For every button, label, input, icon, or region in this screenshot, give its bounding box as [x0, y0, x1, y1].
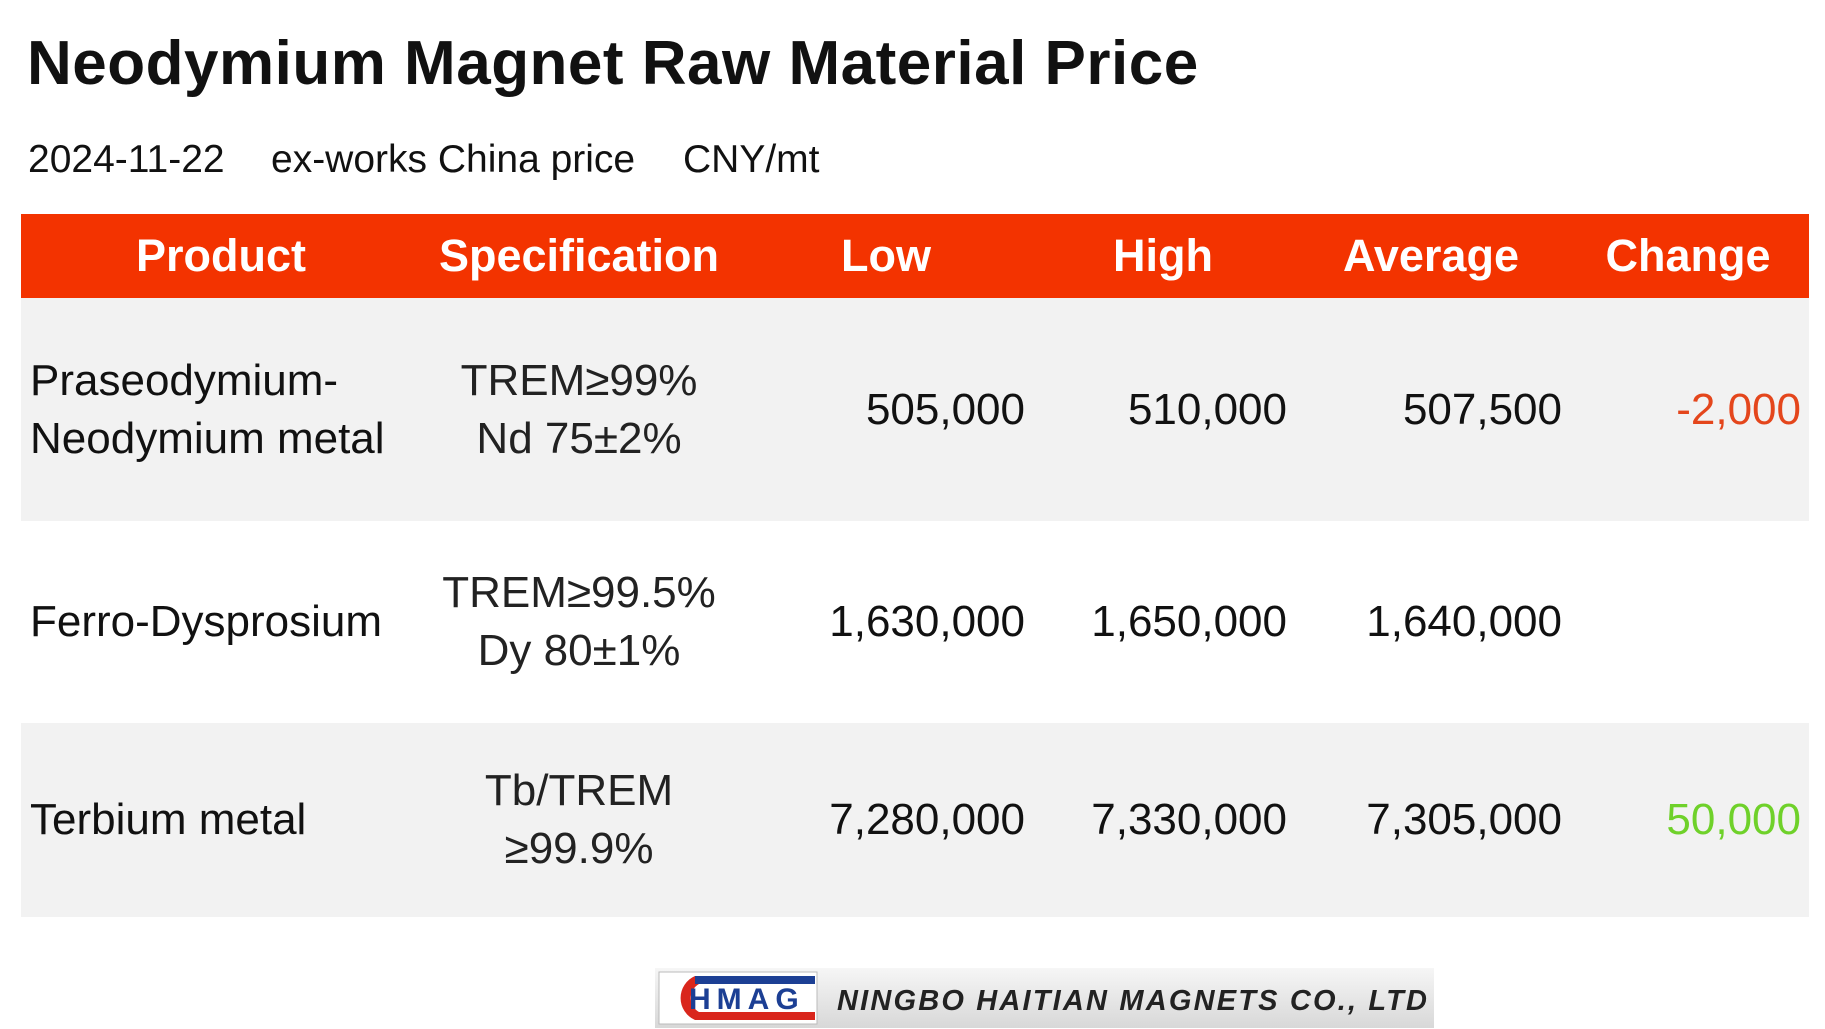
- unit: CNY/mt: [683, 138, 820, 181]
- specification-line: Dy 80±1%: [477, 626, 681, 675]
- product-cell: Praseodymium- Neodymium metal: [30, 298, 385, 521]
- high-value: 1,650,000: [1091, 597, 1287, 646]
- product-line: Terbium metal: [30, 795, 307, 844]
- low-value: 505,000: [865, 384, 1025, 434]
- company-name: NINGBO HAITIAN MAGNETS CO., LTD: [837, 985, 1427, 1017]
- column-header: Change: [1605, 230, 1771, 281]
- logo-graphic: HMAG NINGBO HAITIAN MAGNETS CO., LTD: [658, 971, 1427, 1025]
- table-row: Praseodymium- Neodymium metal TREM≥99% Nd 7…: [21, 298, 1809, 521]
- specification-cell: TREM≥99.5% Dy 80±1%: [442, 521, 716, 723]
- company-logo: HMAG NINGBO HAITIAN MAGNETS CO., LTD: [655, 968, 1434, 1028]
- low-cell: 505,000: [866, 298, 1025, 521]
- average-value: 1,640,000: [1366, 597, 1562, 646]
- specification-line: Tb/TREM: [484, 766, 674, 815]
- low-cell: 7,280,000: [829, 723, 1025, 917]
- high-cell: 7,330,000: [1091, 723, 1287, 917]
- product-cell: Terbium metal: [30, 723, 306, 917]
- average-value: 507,500: [1402, 384, 1562, 434]
- change-cell: 50,000: [1666, 723, 1801, 917]
- price-basis: ex-works China price: [271, 138, 636, 181]
- specification-cell: TREM≥99% Nd 75±2%: [461, 298, 698, 521]
- average-cell: 1,640,000: [1366, 521, 1562, 723]
- high-cell: 1,650,000: [1091, 521, 1287, 723]
- low-cell: 1,630,000: [829, 521, 1025, 723]
- product-cell: Ferro-Dysprosium: [30, 521, 382, 723]
- change-value: 50,000: [1666, 795, 1801, 844]
- table-row: Terbium metal Tb/TREM ≥99.9% 7,280,000 7,330…: [21, 723, 1809, 917]
- date: 2024-11-22: [28, 138, 225, 181]
- specification-line: TREM≥99.5%: [442, 568, 716, 617]
- column-header: Specification: [438, 230, 720, 281]
- table-row: Ferro-Dysprosium TREM≥99.5% Dy 80±1% 1,630,…: [21, 521, 1809, 723]
- average-cell: 7,305,000: [1366, 723, 1562, 917]
- column-header: High: [1113, 230, 1213, 281]
- specification-line: Nd 75±2%: [476, 413, 682, 463]
- table-header: Product Specification Low High Average C…: [21, 214, 1809, 298]
- logo-stripe: [695, 976, 815, 984]
- specification-cell: Tb/TREM ≥99.9%: [485, 723, 673, 917]
- title: Neodymium Magnet Raw Material Price: [27, 29, 1199, 98]
- change-cell: -2,000: [1676, 298, 1801, 521]
- column-header: Low: [841, 230, 931, 281]
- low-value: 1,630,000: [829, 597, 1025, 646]
- change-value: -2,000: [1676, 384, 1801, 434]
- product-line: Ferro-Dysprosium: [30, 597, 383, 646]
- high-value: 7,330,000: [1091, 795, 1287, 844]
- product-line: Neodymium metal: [30, 413, 385, 463]
- low-value: 7,280,000: [829, 795, 1025, 844]
- specification-line: TREM≥99%: [460, 355, 698, 405]
- high-cell: 510,000: [1128, 298, 1287, 521]
- average-cell: 507,500: [1403, 298, 1562, 521]
- high-value: 510,000: [1127, 384, 1287, 434]
- average-value: 7,305,000: [1366, 795, 1562, 844]
- column-header: Average: [1343, 230, 1519, 281]
- specification-line: ≥99.9%: [504, 824, 654, 873]
- logo-mark: HMAG: [689, 983, 805, 1016]
- column-header: Product: [135, 230, 307, 281]
- product-line: Praseodymium-: [30, 355, 339, 405]
